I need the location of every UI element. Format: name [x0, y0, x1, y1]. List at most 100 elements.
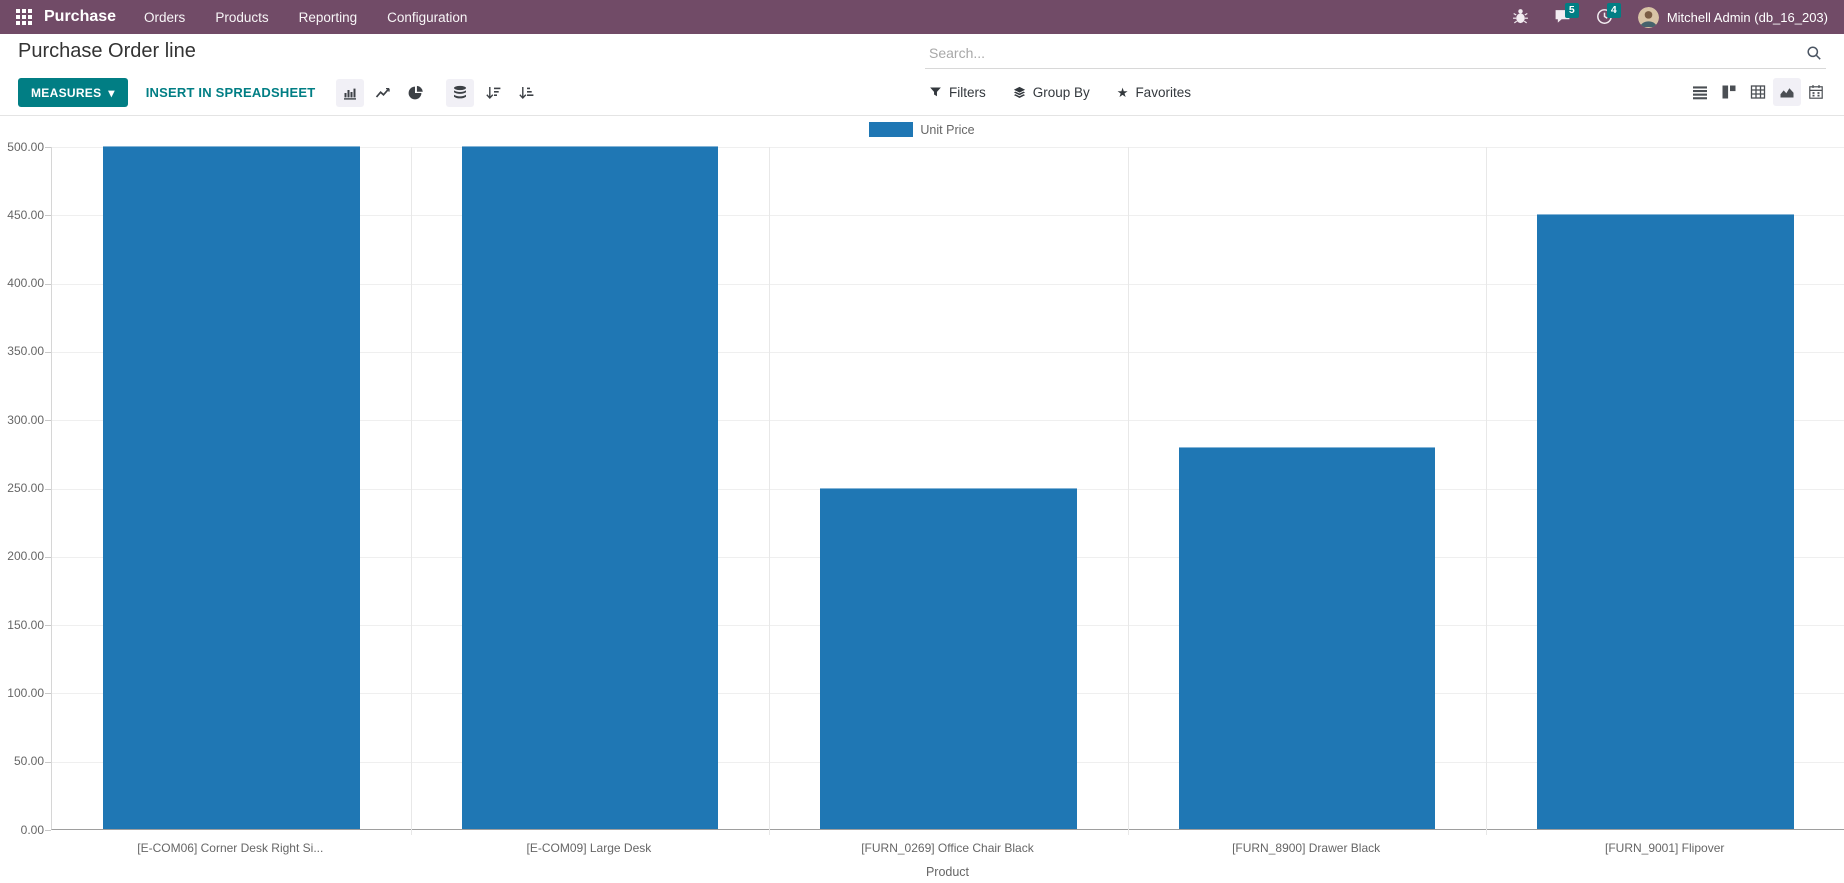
stacked-icon — [454, 85, 467, 98]
insert-in-spreadsheet-button[interactable]: INSERT IN SPREADSHEET — [145, 85, 316, 100]
y-tick-mark — [45, 761, 51, 763]
layers-icon — [1013, 86, 1025, 98]
nav-menu-item-configuration[interactable]: Configuration — [387, 9, 468, 25]
y-tick-mark — [45, 215, 51, 217]
view-graph-button[interactable] — [1773, 78, 1801, 106]
control-panel: MEASURES ▾ INSERT IN SPREADSHEET Filters — [0, 70, 1844, 116]
kanban-view-icon — [1722, 85, 1736, 99]
view-list-button[interactable] — [1686, 78, 1714, 106]
favorites-button[interactable]: ★ Favorites — [1117, 85, 1191, 100]
x-tick-label: [FURN_8900] Drawer Black — [1232, 841, 1381, 855]
x-tick-label: [FURN_9001] Flipover — [1604, 841, 1725, 855]
y-tick-mark — [45, 693, 51, 695]
nav-menu-item-orders[interactable]: Orders — [144, 9, 186, 25]
y-tick-label: 250.00 — [7, 481, 44, 495]
y-tick-mark — [45, 625, 51, 627]
nav-menu-item-products[interactable]: Products — [215, 9, 269, 25]
y-tick-mark — [45, 488, 51, 490]
x-tick-label: [E-COM06] Corner Desk Right Si... — [137, 841, 324, 855]
chart-line-button[interactable] — [369, 79, 397, 107]
header-row: Purchase Order line — [0, 34, 1844, 70]
filters-button[interactable]: Filters — [929, 85, 986, 100]
gridline-v — [769, 147, 771, 835]
legend-label: Unit Price — [920, 122, 975, 137]
gridline-h — [52, 351, 1844, 353]
y-tick-mark — [45, 420, 51, 422]
view-calendar-button[interactable] — [1802, 78, 1830, 106]
group-by-label: Group By — [1032, 85, 1090, 100]
view-kanban-button[interactable] — [1715, 78, 1743, 106]
chart-pie-button[interactable] — [402, 79, 430, 107]
line-chart-icon — [376, 87, 391, 98]
messages-icon[interactable]: 5 — [1554, 3, 1579, 26]
user-avatar — [1637, 6, 1659, 28]
favorites-label: Favorites — [1135, 85, 1191, 100]
x-tick-label: [E-COM09] Large Desk — [526, 841, 652, 855]
chart-bar-button[interactable] — [336, 78, 365, 107]
messages-badge: 5 — [1564, 3, 1579, 18]
list-view-icon — [1693, 86, 1707, 100]
sort-asc-button[interactable] — [512, 79, 540, 107]
graph-view-icon — [1780, 88, 1794, 98]
caret-down-icon: ▾ — [108, 85, 115, 100]
y-tick-label: 500.00 — [7, 139, 44, 154]
y-tick-mark — [45, 283, 51, 285]
y-tick-label: 400.00 — [7, 276, 44, 291]
search-icon[interactable] — [1806, 45, 1822, 61]
gridline-v — [410, 147, 412, 835]
bar-[FURN_9001] Flipover[interactable] — [1537, 214, 1795, 829]
y-tick-label: 450.00 — [7, 207, 44, 222]
bar-chart-icon — [344, 88, 357, 100]
bar-[FURN_0269] Office Chair Black[interactable] — [820, 487, 1077, 829]
y-tick-label: 350.00 — [7, 344, 44, 359]
search-input[interactable] — [925, 37, 1826, 68]
filters-label: Filters — [949, 85, 986, 100]
x-tick-label: [FURN_0269] Office Chair Black — [861, 841, 1034, 855]
y-tick-mark — [45, 147, 51, 148]
y-tick-label: 0.00 — [20, 822, 44, 837]
y-tick-mark — [45, 830, 51, 831]
sort-desc-icon — [486, 86, 501, 99]
pie-chart-icon — [408, 85, 424, 99]
chart-legend: Unit Price — [0, 122, 1844, 137]
page-title: Purchase Order line — [18, 40, 196, 62]
star-icon: ★ — [1116, 85, 1129, 100]
top-navbar: Purchase Orders Products Reporting Configur… — [0, 0, 1844, 34]
sort-asc-icon — [519, 86, 534, 99]
gridline-h — [52, 420, 1844, 422]
chart-plot-area — [51, 146, 1844, 835]
gridline-v — [1486, 147, 1488, 835]
app-brand[interactable]: Purchase — [44, 8, 117, 25]
graph-view: Unit Price [E-COM06] Corner Desk Right S… — [0, 116, 1844, 883]
filter-icon — [930, 87, 941, 97]
sort-desc-button[interactable] — [479, 79, 507, 107]
x-axis-title: Product — [925, 865, 970, 879]
calendar-view-icon — [1809, 85, 1823, 99]
measures-button[interactable]: MEASURES ▾ — [18, 78, 128, 107]
y-tick-label: 150.00 — [7, 617, 44, 632]
gridline-h — [52, 147, 1844, 148]
group-by-button[interactable]: Group By — [1013, 85, 1090, 100]
y-tick-label: 200.00 — [7, 549, 44, 564]
bar-[E-COM09] Large Desk[interactable] — [461, 146, 719, 829]
apps-menu-icon[interactable] — [16, 9, 32, 25]
y-tick-label: 300.00 — [7, 412, 44, 427]
y-tick-mark — [45, 351, 51, 353]
y-tick-label: 50.00 — [13, 754, 44, 769]
pivot-view-icon — [1750, 85, 1766, 99]
gridline-h — [52, 215, 1844, 217]
user-menu[interactable]: Mitchell Admin (db_16_203) — [1637, 6, 1828, 28]
stacked-toggle-button[interactable] — [446, 78, 475, 107]
bar-[E-COM06] Corner Desk Right Si...[interactable] — [102, 146, 360, 829]
search-box — [925, 37, 1826, 69]
nav-menu-item-reporting[interactable]: Reporting — [298, 9, 358, 25]
measures-label: MEASURES — [31, 85, 102, 100]
bar-[FURN_8900] Drawer Black[interactable] — [1178, 446, 1436, 829]
user-name: Mitchell Admin (db_16_203) — [1666, 9, 1828, 25]
view-pivot-button[interactable] — [1744, 78, 1772, 106]
debug-bug-icon[interactable] — [1512, 8, 1530, 26]
view-switcher — [1685, 78, 1830, 106]
gridline-h — [52, 283, 1844, 285]
y-tick-mark — [45, 556, 51, 558]
activities-icon[interactable]: 4 — [1596, 3, 1621, 26]
